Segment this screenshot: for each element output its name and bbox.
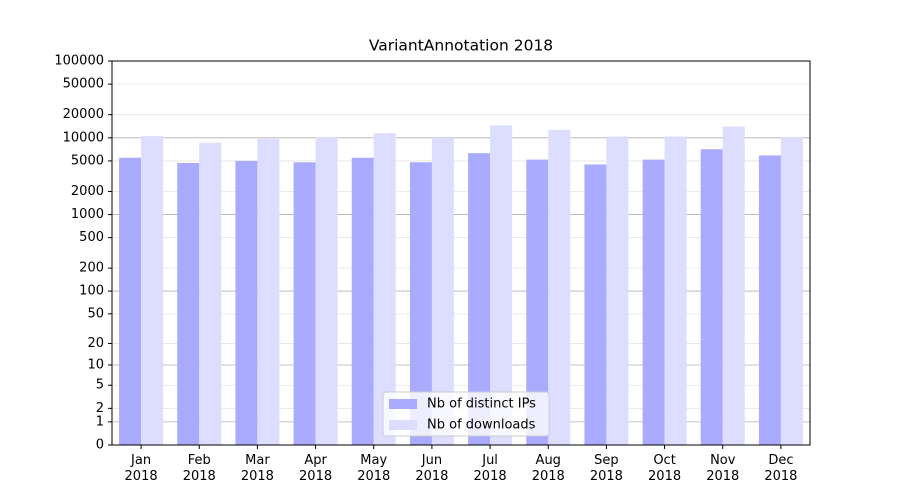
y-tick-label: 10 [87, 358, 104, 373]
bar [722, 126, 745, 446]
x-tick-label: Oct 2018 [648, 453, 682, 484]
bar [177, 162, 200, 446]
bar [315, 137, 338, 445]
bar [780, 137, 803, 445]
y-tick-label: 2 [96, 401, 104, 416]
x-tick-label: May 2018 [357, 453, 391, 484]
y-tick-label: 100 [79, 284, 104, 299]
x-tick-label: Dec 2018 [764, 453, 798, 484]
y-tick-label: 20000 [63, 107, 104, 122]
bar [141, 136, 164, 446]
bar [700, 149, 723, 445]
x-tick-label: Jul 2018 [473, 453, 507, 484]
y-tick-label: 1000 [71, 207, 104, 222]
bar [548, 129, 571, 446]
legend-label: Nb of distinct IPs [427, 397, 536, 412]
y-tick-label: 5 [96, 378, 104, 393]
y-tick-label: 5000 [71, 153, 104, 168]
bar [199, 142, 222, 445]
legend-swatch [389, 399, 417, 409]
bar [409, 162, 432, 445]
bar [468, 153, 491, 445]
x-tick-label: Feb 2018 [182, 453, 216, 484]
x-tick-label: Aug 2018 [531, 453, 565, 484]
bar [584, 164, 607, 445]
y-tick-label: 100000 [54, 54, 104, 69]
chart-title: VariantAnnotation 2018 [369, 37, 553, 55]
y-tick-label: 50 [87, 306, 104, 321]
y-tick-label: 10000 [63, 130, 104, 145]
x-tick-label: Sep 2018 [589, 453, 623, 484]
bar [235, 160, 258, 446]
bar [758, 155, 781, 445]
y-tick-label: 1 [96, 414, 104, 429]
plot-frame [111, 60, 811, 446]
y-tick-label: 0 [96, 438, 104, 453]
y-tick-label: 2000 [71, 184, 104, 199]
legend-label: Nb of downloads [427, 418, 536, 433]
legend-box [382, 391, 550, 437]
y-tick-label: 50000 [63, 77, 104, 92]
bar [119, 157, 142, 446]
y-tick-label: 200 [79, 261, 104, 276]
x-tick-label: Jun 2018 [415, 453, 449, 484]
bar [490, 125, 513, 446]
bar [431, 137, 454, 445]
bar [293, 162, 316, 445]
legend-swatch [389, 420, 417, 430]
bar [373, 133, 396, 445]
x-tick-label: Mar 2018 [240, 453, 274, 484]
x-tick-label: Apr 2018 [299, 453, 333, 484]
bar [351, 157, 374, 446]
bar [642, 159, 665, 445]
bar [526, 159, 549, 445]
bar [606, 136, 629, 446]
x-tick-label: Jan 2018 [124, 453, 158, 484]
y-tick-label: 20 [87, 336, 104, 351]
y-tick-label: 500 [79, 230, 104, 245]
bar [664, 136, 687, 446]
bar [257, 138, 280, 446]
x-tick-label: Nov 2018 [706, 453, 740, 484]
